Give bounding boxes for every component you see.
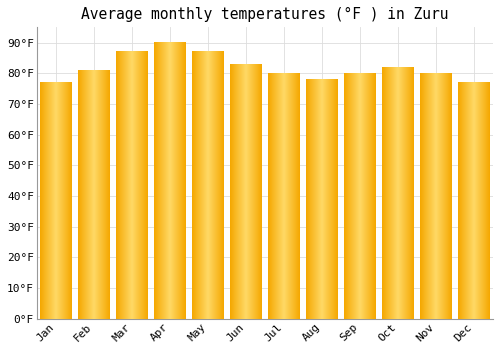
Bar bbox=[306, 79, 338, 319]
Bar bbox=[78, 70, 110, 319]
Bar bbox=[268, 74, 300, 319]
Bar bbox=[192, 52, 224, 319]
Bar bbox=[382, 67, 414, 319]
Bar bbox=[230, 64, 262, 319]
Bar bbox=[116, 52, 148, 319]
Bar bbox=[154, 43, 186, 319]
Bar bbox=[40, 83, 72, 319]
Bar bbox=[458, 83, 490, 319]
Bar bbox=[420, 74, 452, 319]
Bar bbox=[344, 74, 376, 319]
Title: Average monthly temperatures (°F ) in Zuru: Average monthly temperatures (°F ) in Zu… bbox=[81, 7, 448, 22]
